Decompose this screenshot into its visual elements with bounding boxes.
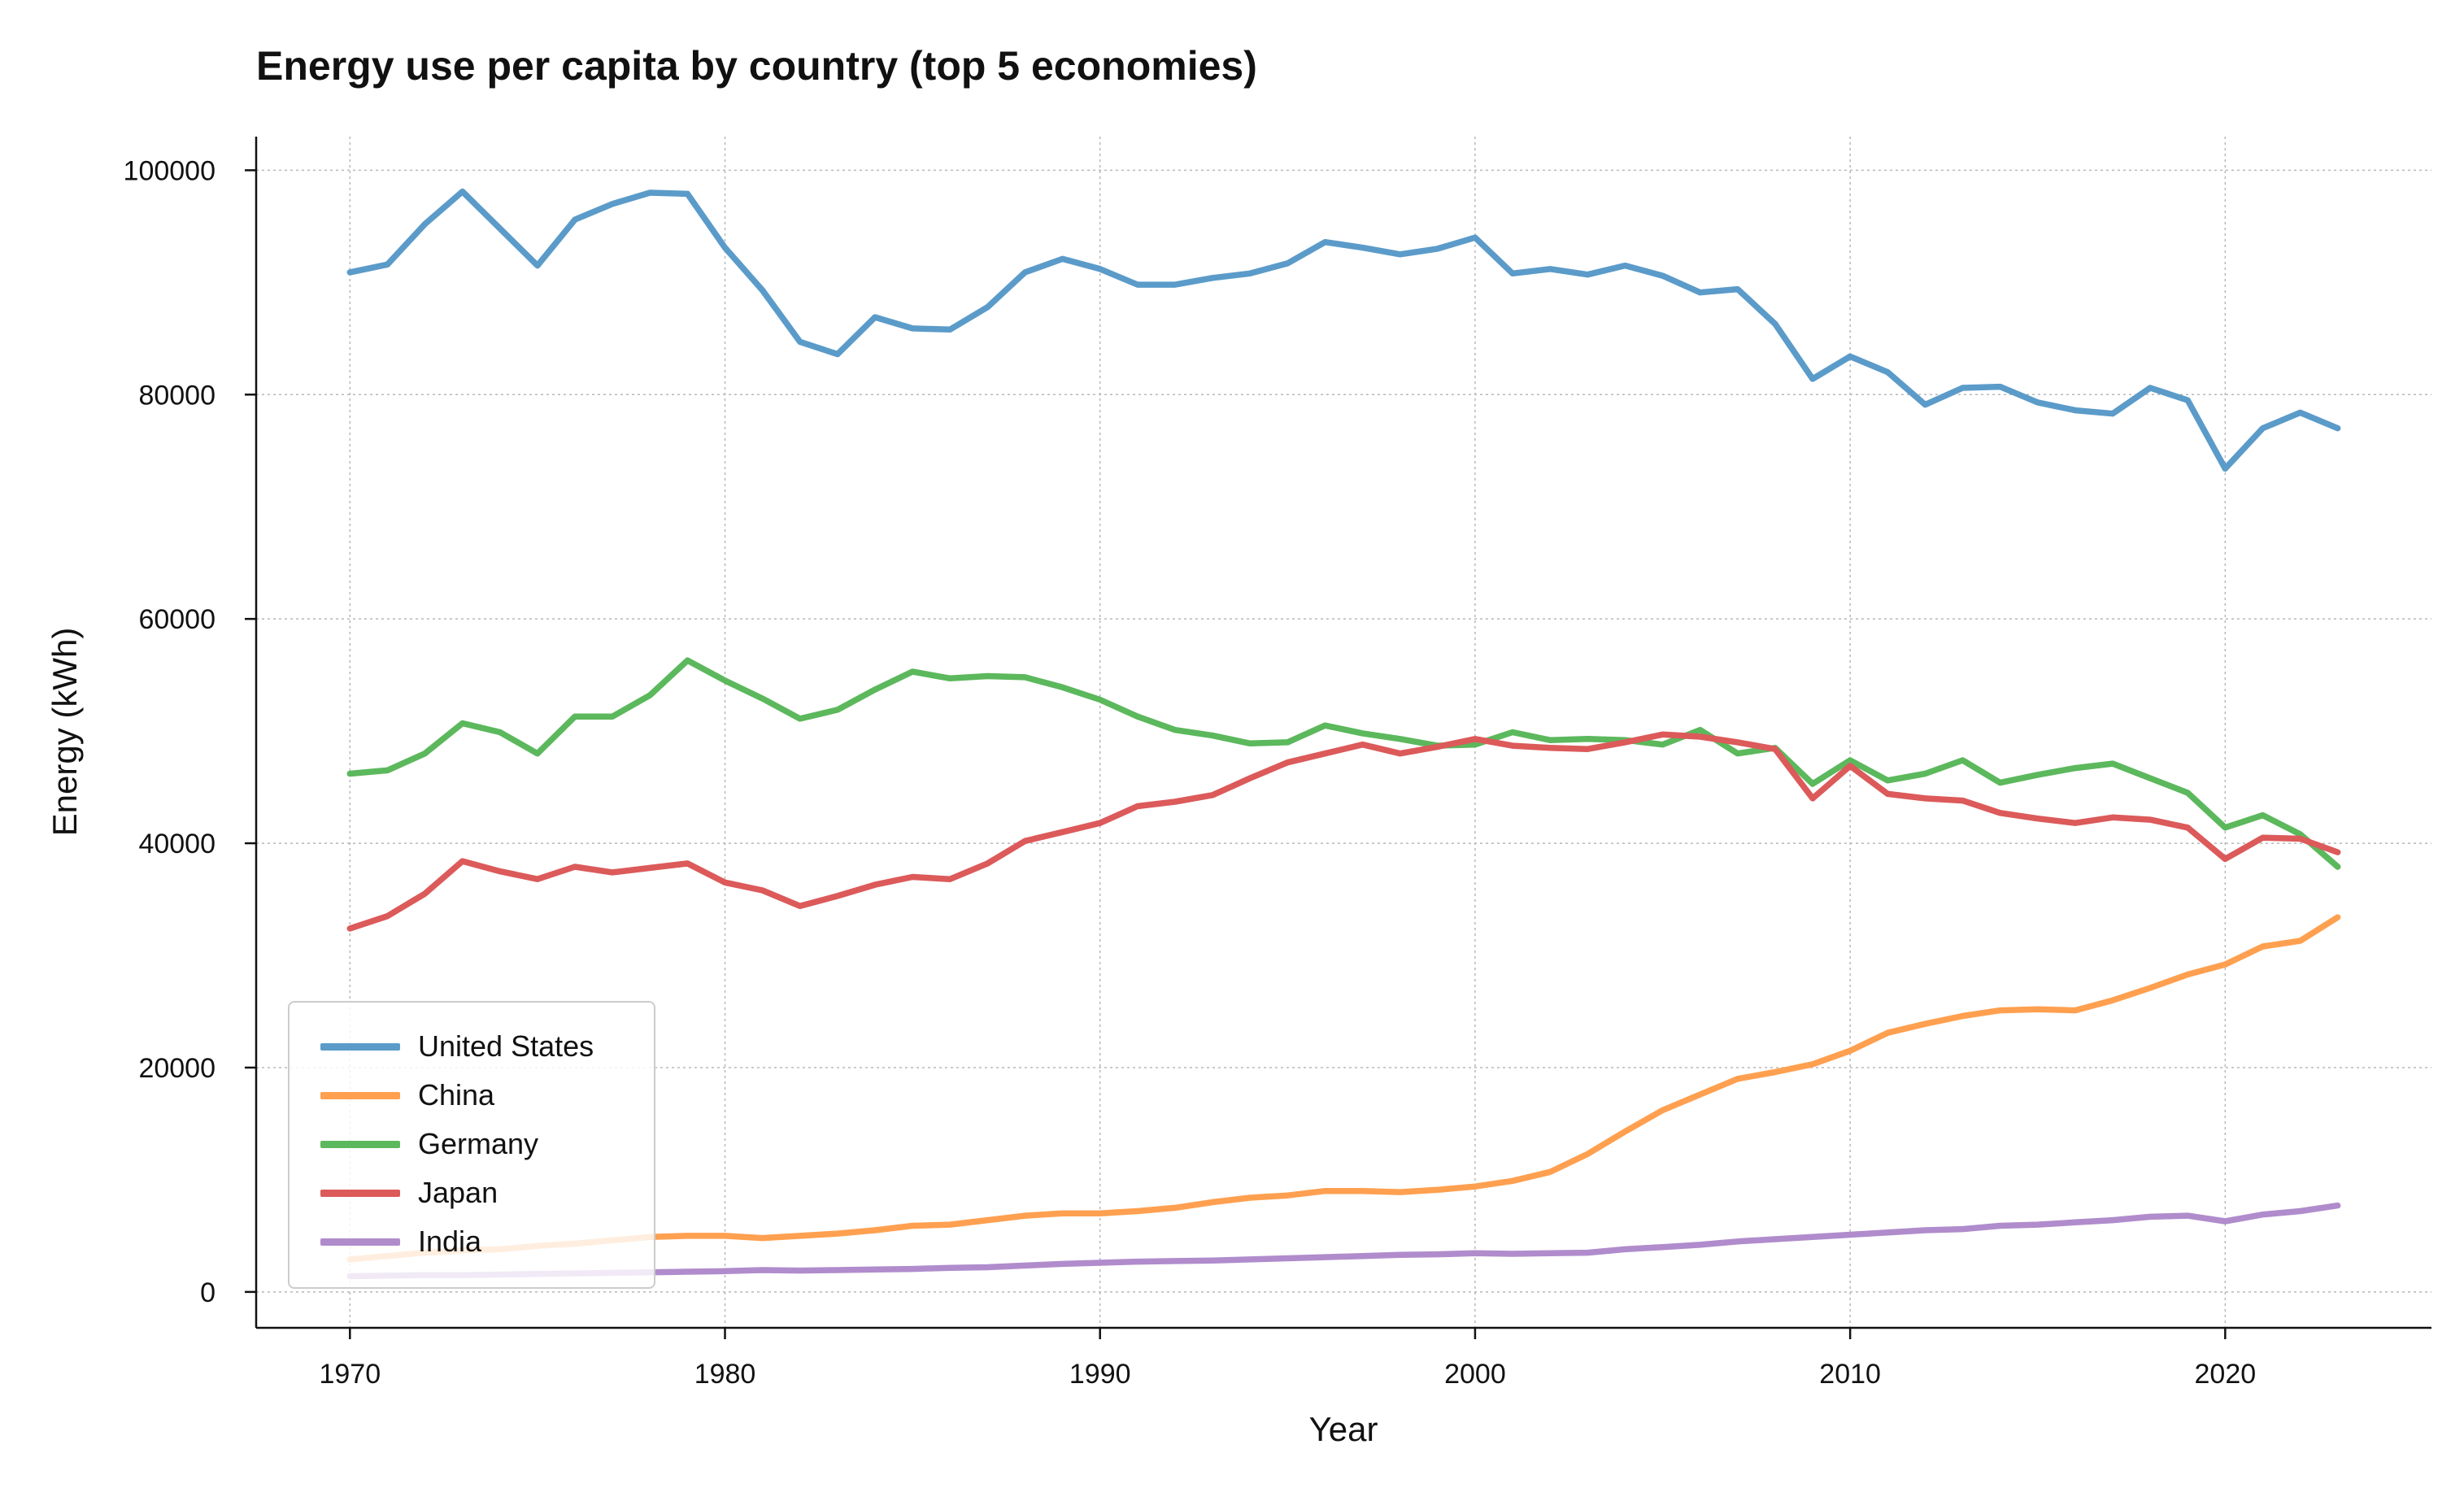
x-tick-label: 2000 (1444, 1359, 1506, 1390)
legend-label-japan: Japan (418, 1176, 498, 1209)
series-line-united-states (346, 188, 2341, 472)
chart-title: Energy use per capita by country (top 5 … (256, 43, 1257, 89)
legend-item-germany: Germany (320, 1120, 538, 1168)
series-line-germany (346, 657, 2341, 870)
legend-label-india: India (418, 1225, 482, 1258)
grid-lines (256, 137, 2431, 1328)
x-tick-label: 2010 (1819, 1359, 1881, 1390)
legend-item-united-states: United States (320, 1022, 594, 1071)
series-line-india (346, 1202, 2341, 1280)
series-lines (346, 188, 2341, 1280)
x-axis-label: Year (1309, 1410, 1378, 1448)
legend-swatch-germany (320, 1140, 400, 1148)
legend-item-china: China (320, 1071, 494, 1120)
legend: United States China Germany Japan India (288, 1001, 655, 1289)
y-ticks: 0 20000 40000 60000 80000 100000 (124, 155, 256, 1308)
y-tick-label: 60000 (138, 604, 215, 635)
y-tick-label: 80000 (138, 380, 215, 411)
y-tick-label: 100000 (124, 155, 215, 186)
legend-swatch-japan (320, 1189, 400, 1197)
y-tick-label: 0 (200, 1277, 215, 1308)
x-tick-label: 1970 (319, 1359, 381, 1390)
legend-item-japan: Japan (320, 1168, 498, 1217)
y-tick-label: 20000 (138, 1053, 215, 1084)
legend-swatch-india (320, 1238, 400, 1246)
x-tick-label: 1980 (694, 1359, 756, 1390)
legend-item-india: India (320, 1217, 481, 1266)
y-axis-label: Energy (kWh) (46, 628, 84, 837)
legend-swatch-united-states (320, 1042, 400, 1051)
legend-label-germany: Germany (418, 1127, 539, 1160)
axes (255, 137, 2431, 1329)
series-line-china (346, 914, 2341, 1263)
x-ticks: 1970 1980 1990 2000 2010 2020 (319, 1328, 2256, 1390)
x-tick-label: 2020 (2195, 1359, 2257, 1390)
legend-swatch-china (320, 1091, 400, 1099)
x-tick-label: 1990 (1069, 1359, 1131, 1390)
series-line-japan (346, 731, 2341, 932)
legend-label-china: China (418, 1078, 495, 1112)
legend-label-united-states: United States (418, 1029, 594, 1063)
y-tick-label: 40000 (138, 829, 215, 859)
